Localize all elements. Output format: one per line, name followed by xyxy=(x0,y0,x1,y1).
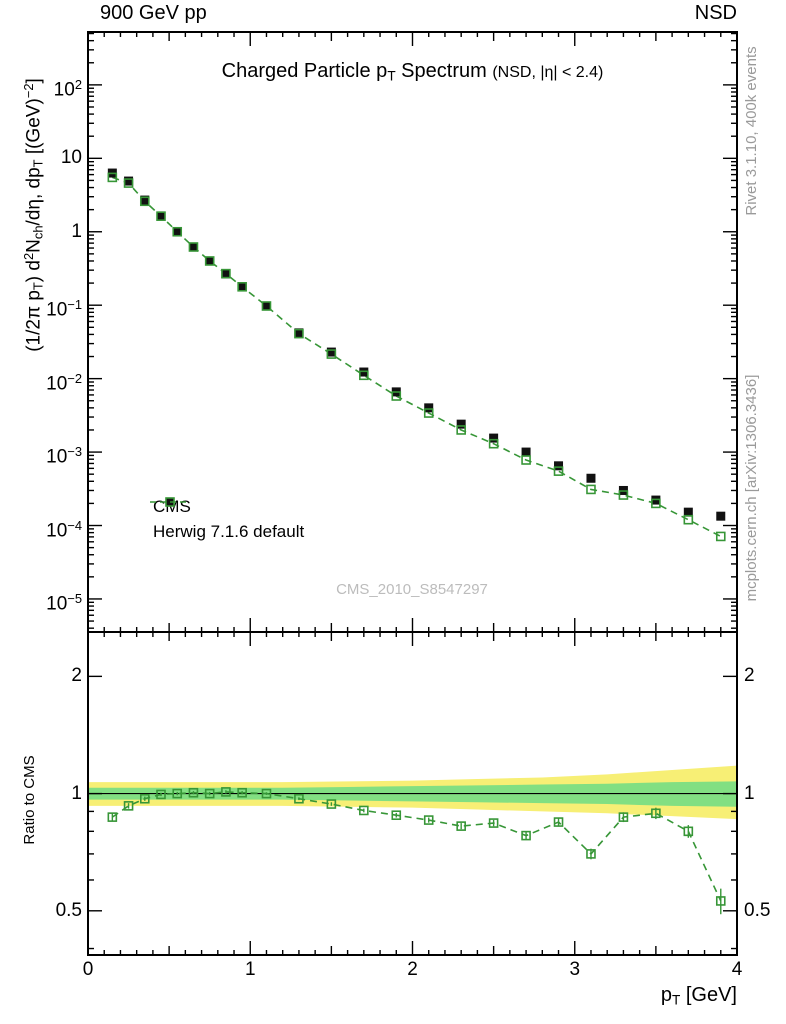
y-tick-label: 1 xyxy=(71,220,82,242)
open-square-dashed-icon xyxy=(150,497,190,507)
y-tick-label: 10−5 xyxy=(46,590,82,615)
main-series xyxy=(107,168,726,542)
x-tick-label: 1 xyxy=(244,959,256,980)
y-tick-label: 10−4 xyxy=(46,517,82,541)
beam-energy-label: 900 GeV pp xyxy=(100,2,207,24)
ratio-uncertainty-bands xyxy=(88,765,737,820)
event-class-label: NSD xyxy=(694,2,737,24)
mcplots-attribution-note: mcplots.cern.ch [arXiv:1306.3436] xyxy=(743,374,760,602)
y-tick-label: 10−2 xyxy=(46,370,82,395)
legend-label: Herwig 7.1.6 default xyxy=(153,521,305,541)
y-tick-label: 10 xyxy=(60,147,82,169)
ratio-tick-label-right: 0.5 xyxy=(744,899,771,921)
rivet-version-note: Rivet 3.1.10, 400k events xyxy=(743,46,760,216)
x-axis-label: pT [GeV] xyxy=(660,984,737,1008)
x-tick-label: 3 xyxy=(569,959,581,980)
y-tick-label: 102 xyxy=(53,76,82,101)
legend: CMSHerwig 7.1.6 default xyxy=(148,494,304,544)
ratio-tick-label-right: 1 xyxy=(744,782,755,804)
ratio-tick-label-left: 1 xyxy=(71,782,82,804)
plot-title: Charged Particle pT Spectrum (NSD, |η| <… xyxy=(221,60,604,84)
legend-item-herwig: Herwig 7.1.6 default xyxy=(148,497,305,544)
ratio-tick-label-left: 2 xyxy=(71,665,82,687)
analysis-id-watermark: CMS_2010_S8547297 xyxy=(336,581,488,598)
ratio-herwig-series xyxy=(107,787,726,915)
x-tick-label: 4 xyxy=(731,959,743,980)
x-tick-label: 2 xyxy=(407,959,418,980)
ratio-tick-label-right: 2 xyxy=(744,665,755,687)
y-tick-label: 10−1 xyxy=(46,297,82,321)
y-tick-label: 10−3 xyxy=(46,444,82,468)
ratio-tick-label-left: 0.5 xyxy=(55,899,82,921)
axis-ticks xyxy=(88,32,737,955)
x-tick-label: 0 xyxy=(82,959,94,980)
